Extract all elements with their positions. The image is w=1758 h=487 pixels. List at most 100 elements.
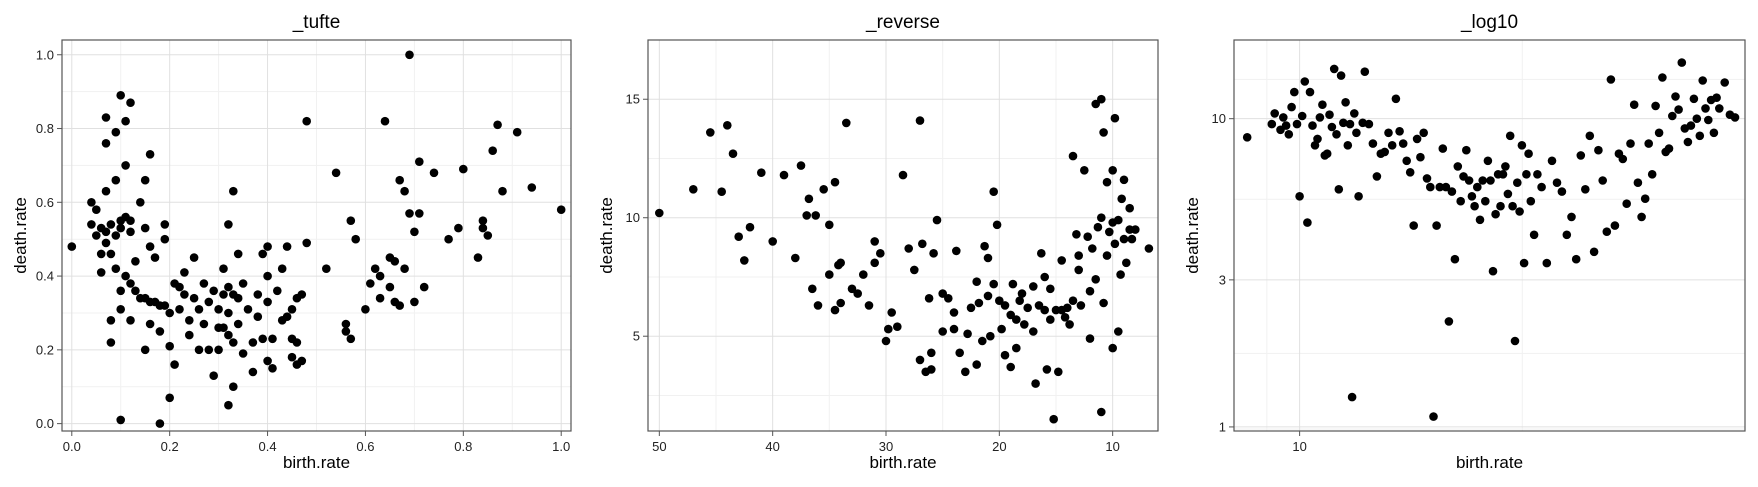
data-point [1085,286,1095,296]
data-point [1686,121,1696,130]
data-point [1297,111,1307,121]
data-point [825,220,834,230]
data-point [884,324,893,334]
data-point [209,371,218,381]
data-point [1529,230,1539,240]
data-point [1114,215,1123,225]
data-point [1057,256,1066,265]
data-point [238,279,248,288]
data-point [292,338,302,347]
data-point [224,330,233,340]
data-point [1046,284,1055,294]
data-point [1462,145,1471,155]
data-point [997,324,1006,334]
data-point [1347,392,1357,402]
data-point [1287,102,1296,112]
data-point [145,319,155,329]
data-point [224,400,233,410]
data-point [952,246,961,256]
data-point [1610,221,1620,230]
data-point [1488,266,1498,276]
data-point [189,293,199,303]
data-point [1076,301,1086,310]
data-point [1068,296,1078,306]
data-point [1384,128,1393,138]
data-point [258,334,268,344]
data-point [380,116,390,126]
data-point [1432,221,1441,230]
data-point [126,98,135,107]
data-point [1505,131,1515,141]
data-point [405,50,414,60]
data-point [145,150,155,159]
data-point [410,297,419,307]
data-point [1671,92,1680,101]
data-point [126,216,135,225]
data-point [1006,362,1015,372]
data-point [924,294,934,303]
data-point [1332,130,1341,139]
data-point [1099,128,1108,137]
data-point [1108,343,1117,353]
data-point [1589,247,1599,257]
y-tick-label: 0.6 [36,195,54,210]
data-point [131,286,140,296]
data-point [351,234,361,244]
data-point [706,128,715,137]
data-point [796,161,806,170]
data-point [160,301,170,310]
data-point [1279,113,1288,122]
data-point [1097,407,1106,417]
data-point [111,264,121,274]
data-point [1099,298,1108,308]
data-point [980,241,989,251]
data-point [1329,64,1339,74]
data-point [1664,144,1674,153]
data-point [111,231,121,240]
data-point [204,297,214,307]
data-point [1127,234,1137,244]
data-point [1343,141,1353,150]
data-point [995,296,1004,306]
data-point [1557,187,1567,196]
data-point [887,308,896,317]
data-point [96,249,106,259]
data-point [1034,301,1044,310]
data-point [938,327,947,336]
data-point [1000,301,1010,310]
data-point [1091,275,1100,284]
data-point [804,194,814,204]
data-point [1637,212,1646,222]
data-point [983,253,993,263]
data-point [116,286,125,296]
data-point [864,301,874,310]
panel-title: _log10 [1460,12,1518,33]
data-point [199,279,209,288]
data-point [1012,315,1021,324]
data-point [825,270,834,279]
data-point [745,222,755,232]
data-point [1524,149,1533,158]
data-point [302,238,312,248]
data-point [1125,203,1134,213]
data-point [473,253,483,262]
data-point [1065,320,1074,329]
data-point [949,324,959,334]
data-point [150,253,160,262]
data-point [1701,104,1710,113]
data-point [390,257,400,266]
data-point [1533,170,1542,179]
data-point [1640,194,1650,203]
data-point [1444,317,1454,326]
data-point [248,367,258,377]
data-point [1292,119,1302,129]
data-point [955,348,964,358]
data-point [253,312,263,322]
data-point [253,290,263,299]
data-point [101,113,111,122]
data-point [1674,105,1683,114]
data-point [1571,254,1581,264]
data-point [1552,178,1562,187]
data-point [1658,73,1667,82]
